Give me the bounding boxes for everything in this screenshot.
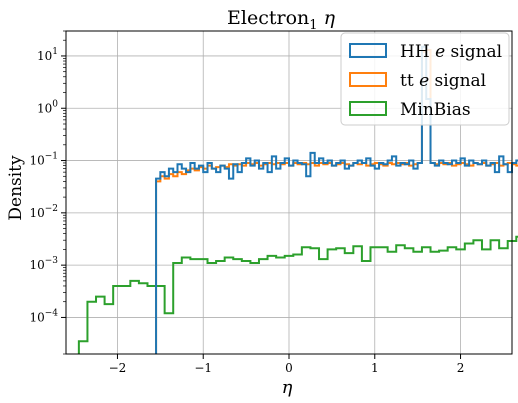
legend: HH e signal tt e signal MinBias	[340, 32, 510, 126]
y-tick-label: 10−1	[29, 152, 58, 168]
legend-entry-minbias: MinBias	[349, 100, 471, 120]
x-tick-label: 2	[457, 361, 465, 375]
y-tick-label: 100	[37, 99, 58, 115]
y-axis-label: Density	[6, 155, 26, 221]
legend-swatch-hh-e-signal	[349, 43, 387, 58]
y-tick-label: 10−2	[29, 204, 58, 220]
x-tick-label: −2	[109, 361, 127, 375]
legend-entry-hh-e-signal: HH e signal	[349, 42, 502, 62]
legend-label-hh-e-signal: HH e signal	[400, 42, 502, 62]
x-axis-ticks: −2 −1 0 1 2	[109, 354, 465, 375]
y-tick-label: 10−4	[29, 308, 58, 324]
legend-entry-tt-e-signal: tt e signal	[349, 71, 486, 91]
y-tick-label: 10−3	[29, 256, 58, 272]
legend-label-minbias: MinBias	[400, 100, 471, 120]
x-tick-label: 0	[285, 361, 293, 375]
x-tick-label: −1	[194, 361, 212, 375]
chart-title: Electron1 η	[227, 7, 336, 33]
y-axis-ticks: 10−4 10−3 10−2 10−1 100 101	[29, 30, 66, 355]
x-axis-label: η	[282, 377, 293, 398]
y-tick-label: 101	[37, 47, 58, 63]
legend-swatch-minbias	[349, 101, 387, 116]
legend-label-tt-e-signal: tt e signal	[400, 71, 486, 91]
x-tick-label: 1	[371, 361, 379, 375]
series-minbias	[77, 235, 518, 354]
legend-swatch-tt-e-signal	[349, 72, 387, 87]
